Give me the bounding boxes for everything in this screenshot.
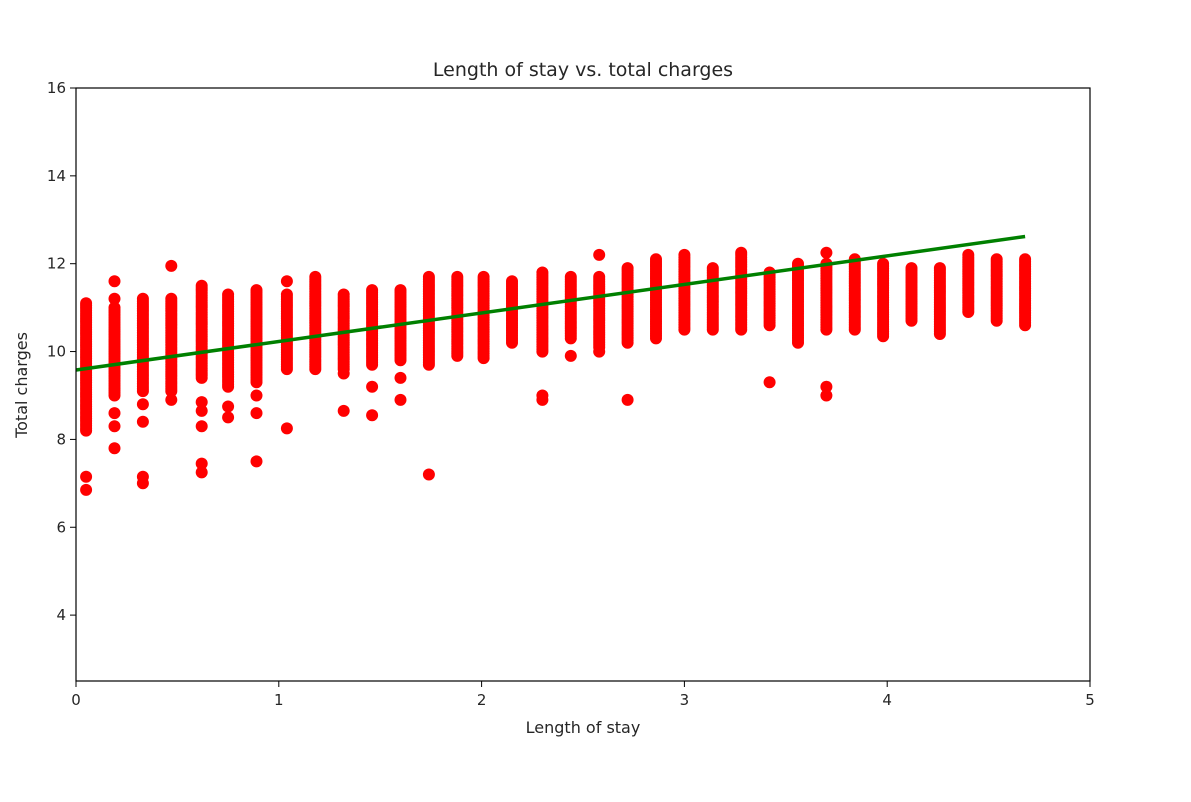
data-point (451, 270, 464, 283)
data-point (195, 404, 208, 417)
data-point (366, 284, 379, 297)
data-point (337, 404, 350, 417)
data-point (366, 409, 379, 422)
y-tick-label: 6 (56, 518, 66, 536)
data-point (593, 345, 606, 358)
data-point (877, 330, 890, 343)
data-point (136, 477, 149, 490)
data-point (195, 420, 208, 433)
data-point (422, 468, 435, 481)
data-point (337, 367, 350, 380)
y-tick-label: 8 (56, 430, 66, 448)
data-point (593, 248, 606, 261)
fit-line-layer (75, 234, 1026, 372)
data-point (877, 257, 890, 270)
chart-title: Length of stay vs. total charges (433, 59, 733, 81)
x-axis-label: Length of stay (526, 718, 641, 737)
data-point (820, 380, 833, 393)
data-point (990, 253, 1003, 266)
x-tick-label: 2 (477, 691, 487, 709)
y-axis-ticks: 4 6 8 10 12 14 16 (47, 79, 76, 624)
x-tick-label: 0 (71, 691, 81, 709)
data-point (280, 288, 293, 301)
data-point (250, 284, 263, 297)
data-point (564, 349, 577, 362)
data-point (820, 246, 833, 259)
y-tick-label: 4 (56, 606, 66, 624)
data-point (394, 393, 407, 406)
x-tick-label: 4 (882, 691, 892, 709)
y-tick-label: 14 (47, 167, 66, 185)
data-point (735, 246, 748, 259)
y-tick-label: 10 (47, 343, 66, 361)
data-point (650, 253, 662, 266)
data-point (905, 262, 918, 275)
data-point (222, 411, 235, 424)
data-point (706, 262, 719, 275)
data-point (195, 457, 208, 470)
data-point (108, 420, 121, 433)
data-point (108, 442, 121, 455)
points-layer (80, 246, 1032, 496)
data-point (222, 288, 235, 301)
data-point (678, 248, 691, 261)
data-point (80, 470, 93, 483)
data-point (477, 270, 490, 283)
data-point (422, 270, 435, 283)
x-axis-ticks: 0 1 2 3 4 5 (71, 681, 1095, 709)
y-axis-label: Total charges (12, 332, 31, 439)
plot-area (75, 87, 1091, 682)
data-point (309, 270, 322, 283)
data-point (962, 248, 975, 261)
data-point (1019, 253, 1032, 266)
data-point (394, 284, 407, 297)
data-point (136, 292, 149, 305)
data-point (80, 297, 93, 310)
x-tick-label: 3 (680, 691, 690, 709)
data-point (136, 398, 149, 411)
data-point (564, 270, 577, 283)
data-point (165, 259, 178, 272)
data-point (820, 389, 833, 402)
data-point (933, 262, 946, 275)
x-tick-label: 5 (1085, 691, 1095, 709)
data-point (621, 262, 634, 275)
data-point (250, 407, 263, 420)
data-point (108, 407, 121, 420)
data-point (536, 266, 549, 279)
data-point (250, 389, 263, 402)
data-point (280, 422, 293, 435)
data-point (337, 288, 350, 301)
data-point (108, 301, 121, 314)
axes-frame (75, 87, 1091, 682)
data-point (108, 292, 121, 305)
data-point (394, 371, 407, 384)
data-point (280, 275, 293, 288)
data-point (250, 455, 263, 468)
data-point (536, 393, 549, 406)
data-point (222, 400, 235, 413)
data-point (763, 376, 776, 389)
data-point (477, 352, 490, 365)
data-point (506, 275, 518, 288)
data-point (136, 415, 149, 428)
data-point (80, 483, 93, 496)
y-tick-label: 12 (47, 255, 66, 273)
y-tick-label: 16 (47, 79, 66, 97)
data-point (593, 270, 606, 283)
data-point (165, 393, 178, 406)
data-point (165, 292, 178, 305)
data-point (195, 466, 208, 479)
data-point (621, 393, 634, 406)
data-point (108, 275, 121, 288)
x-tick-label: 1 (274, 691, 284, 709)
regression-line (75, 234, 1026, 372)
data-point (366, 380, 379, 393)
data-point (195, 279, 208, 292)
data-point (195, 396, 208, 409)
